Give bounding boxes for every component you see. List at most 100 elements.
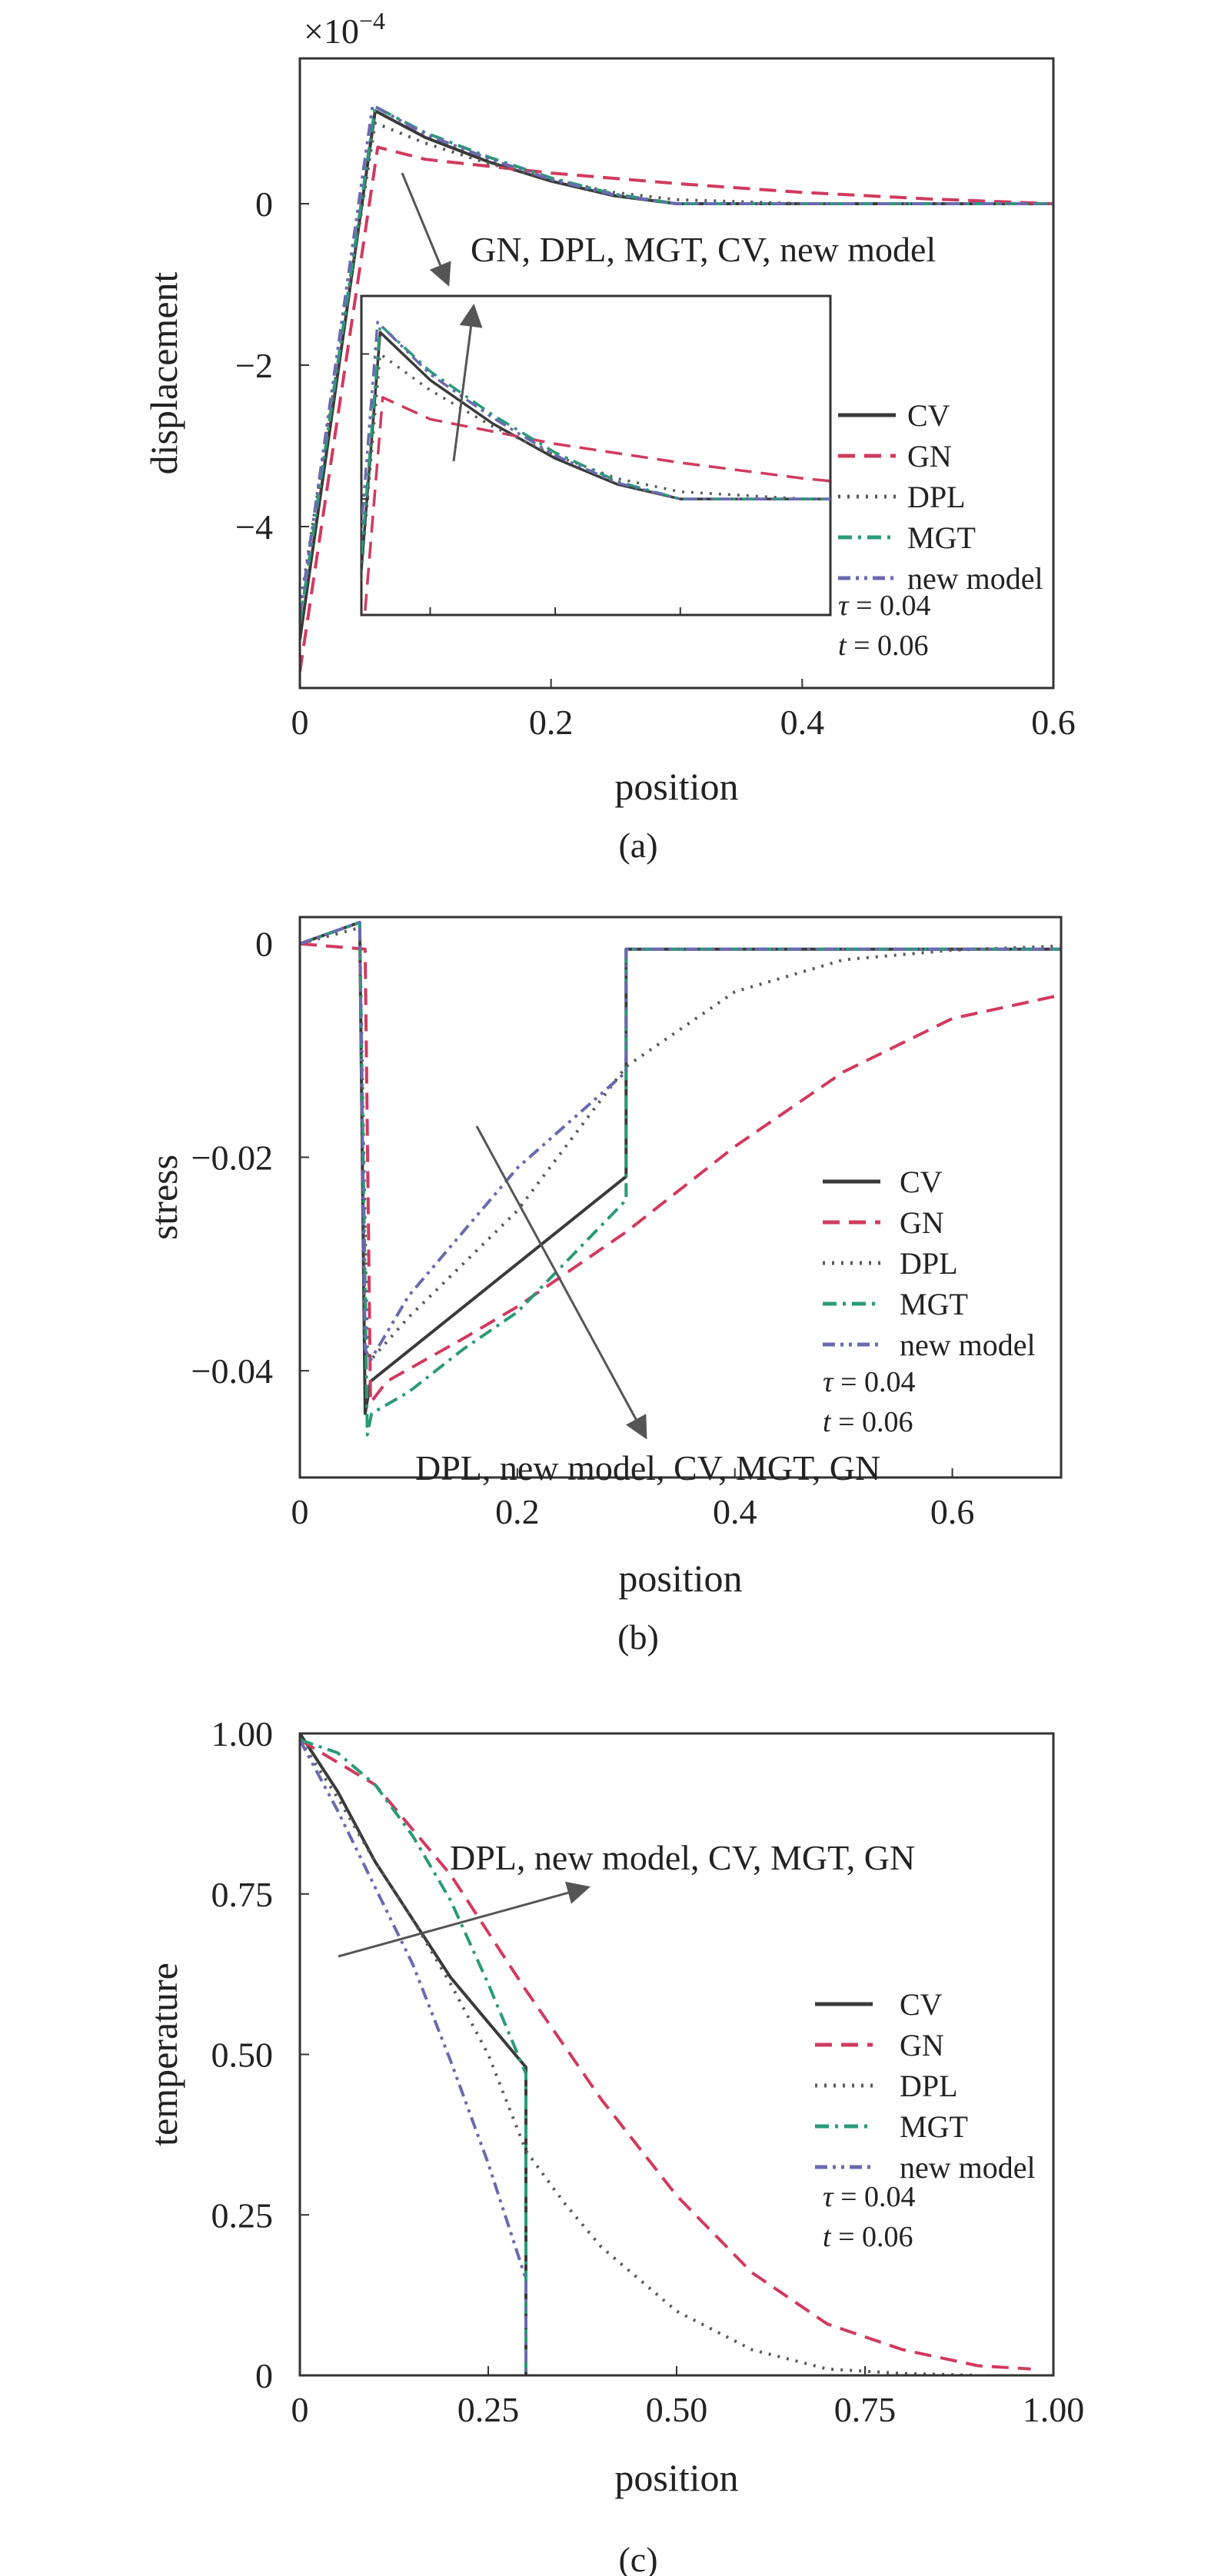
annotation-arrow-secondary [452,304,483,462]
param-text: t = 0.06 [823,2221,913,2253]
inset-series-cv [361,331,830,587]
inset-frame [360,294,832,617]
x-tick-label: 0 [291,703,309,742]
annotation-text: DPL, new model, CV, MGT, GN [450,1838,915,1877]
param-symbol: τ [823,1366,834,1398]
x-tick-label: 1.00 [1023,2390,1085,2429]
y-tick-label: 1.00 [211,1714,274,1753]
charts-root: 0 0.2 0.4 0.6 −4 −2 0 position displacement ×10−4… [142,7,1084,2576]
series-line-new-model [300,103,1053,616]
x-tick-label: 0.4 [780,703,825,742]
legend-label-new-model: new model [900,2150,1036,2185]
series-line-mgt [300,105,1053,624]
inset-series-group [361,321,830,615]
annotation-text: DPL, new model, CV, MGT, GN [415,1448,880,1487]
legend-label-dpl: DPL [907,480,966,514]
legend-label-gn: GN [900,1205,944,1240]
x-axis-label: position [614,765,738,808]
y-axis-label: displacement [142,271,185,474]
panel-label: (c) [618,2540,657,2576]
annotation-arrow [475,1125,647,1440]
y-multiplier-label: ×10−4 [304,7,385,51]
series-group [300,1733,1031,2375]
inset-series-gn [363,396,830,615]
x-tick-label: 0.6 [1031,703,1076,742]
param-text: τ = 0.04 [823,1366,916,1398]
chart-panel-2: 0 0.25 0.50 0.75 1.00 0 0.25 0.50 0.75 1.00 positi… [142,1714,1084,2576]
series-line-mgt [300,920,1061,1437]
inset-series-mgt [361,323,830,574]
x-tick-label: 0.4 [713,1492,757,1531]
legend-label-cv: CV [900,1165,943,1199]
param-symbol: t [823,1406,832,1438]
y-tick-label: 0.25 [211,2195,274,2235]
annotation-arrow [401,172,451,287]
inset-series-dpl [361,352,830,587]
legend-label-mgt: MGT [900,2109,968,2144]
legend-label-gn: GN [900,2028,944,2062]
param-value: = 0.06 [831,2221,913,2253]
param-symbol: τ [838,590,850,622]
param-value: = 0.04 [833,1366,916,1398]
legend-label-cv: CV [900,1987,943,2022]
series-line-gn [300,145,1053,673]
legend-label-gn: GN [907,439,952,474]
series-line-new-model [300,920,1061,1362]
y-tick-label: −4 [235,507,273,547]
series-group [300,920,1061,1437]
x-tick-label: 0.25 [457,2390,520,2429]
y-tick-label: −0.02 [191,1138,273,1177]
y-tick-label: −0.04 [191,1351,273,1391]
y-tick-label: 0.50 [211,2036,274,2075]
series-line-gn [300,942,1061,1404]
legend-label-dpl: DPL [900,2069,958,2103]
x-tick-label: 0 [291,1492,309,1531]
series-line-mgt [300,1738,527,2375]
x-tick-label: 0.6 [930,1492,975,1531]
annotation-text: GN, DPL, MGT, CV, new model [471,230,936,269]
param-value: = 0.06 [831,1406,913,1438]
plot-frame [298,57,1055,690]
x-axis-label: position [618,1557,742,1600]
x-axis-label: position [614,2456,738,2499]
x-tick-label: 0.50 [646,2390,708,2429]
param-value: = 0.06 [847,630,929,662]
plot-frame [298,1732,1055,2377]
x-tick-label: 0.2 [529,703,574,742]
param-value: = 0.04 [833,2181,916,2213]
inset-inner [361,321,830,615]
legend-label-cv: CV [907,398,950,433]
y-tick-label: −2 [235,346,273,385]
legend-label-mgt: MGT [907,520,976,555]
x-tick-label: 0.2 [495,1492,540,1531]
param-symbol: τ [823,2181,834,2213]
y-tick-label: 0 [255,2356,273,2395]
chart-panel-1: 0 0.2 0.4 0.6 −0.04 −0.02 0 position stress CV GN D… [142,916,1063,1657]
annotation-arrow [338,1881,591,1958]
param-text: t = 0.06 [838,630,929,662]
param-text: t = 0.06 [823,1406,913,1438]
param-symbol: t [838,630,847,662]
y-tick-label: 0 [255,184,273,224]
series-line-gn [300,1738,1031,2371]
y-axis-label: temperature [142,1963,185,2146]
y-axis-label: stress [142,1155,185,1240]
x-tick-label: 0 [291,2390,309,2429]
x-tick-label: 0.75 [834,2390,897,2429]
param-symbol: t [823,2221,832,2253]
param-text: τ = 0.04 [823,2181,916,2213]
series-group [300,103,1053,673]
inset-series-new-model [361,321,830,544]
y-multiplier-exponent: −4 [359,7,385,35]
param-text: τ = 0.04 [838,590,931,622]
panel-label: (a) [618,826,657,865]
y-tick-label: 0.75 [211,1875,274,1914]
legend-label-dpl: DPL [900,1246,958,1281]
chart-panel-0: 0 0.2 0.4 0.6 −4 −2 0 position displacement ×10−4… [142,7,1076,865]
series-line-dpl [300,1739,979,2375]
legend-label-new-model: new model [900,1328,1036,1362]
plot-frame [298,916,1063,1479]
param-value: = 0.04 [849,590,931,622]
legend-label-new-model: new model [907,561,1043,596]
